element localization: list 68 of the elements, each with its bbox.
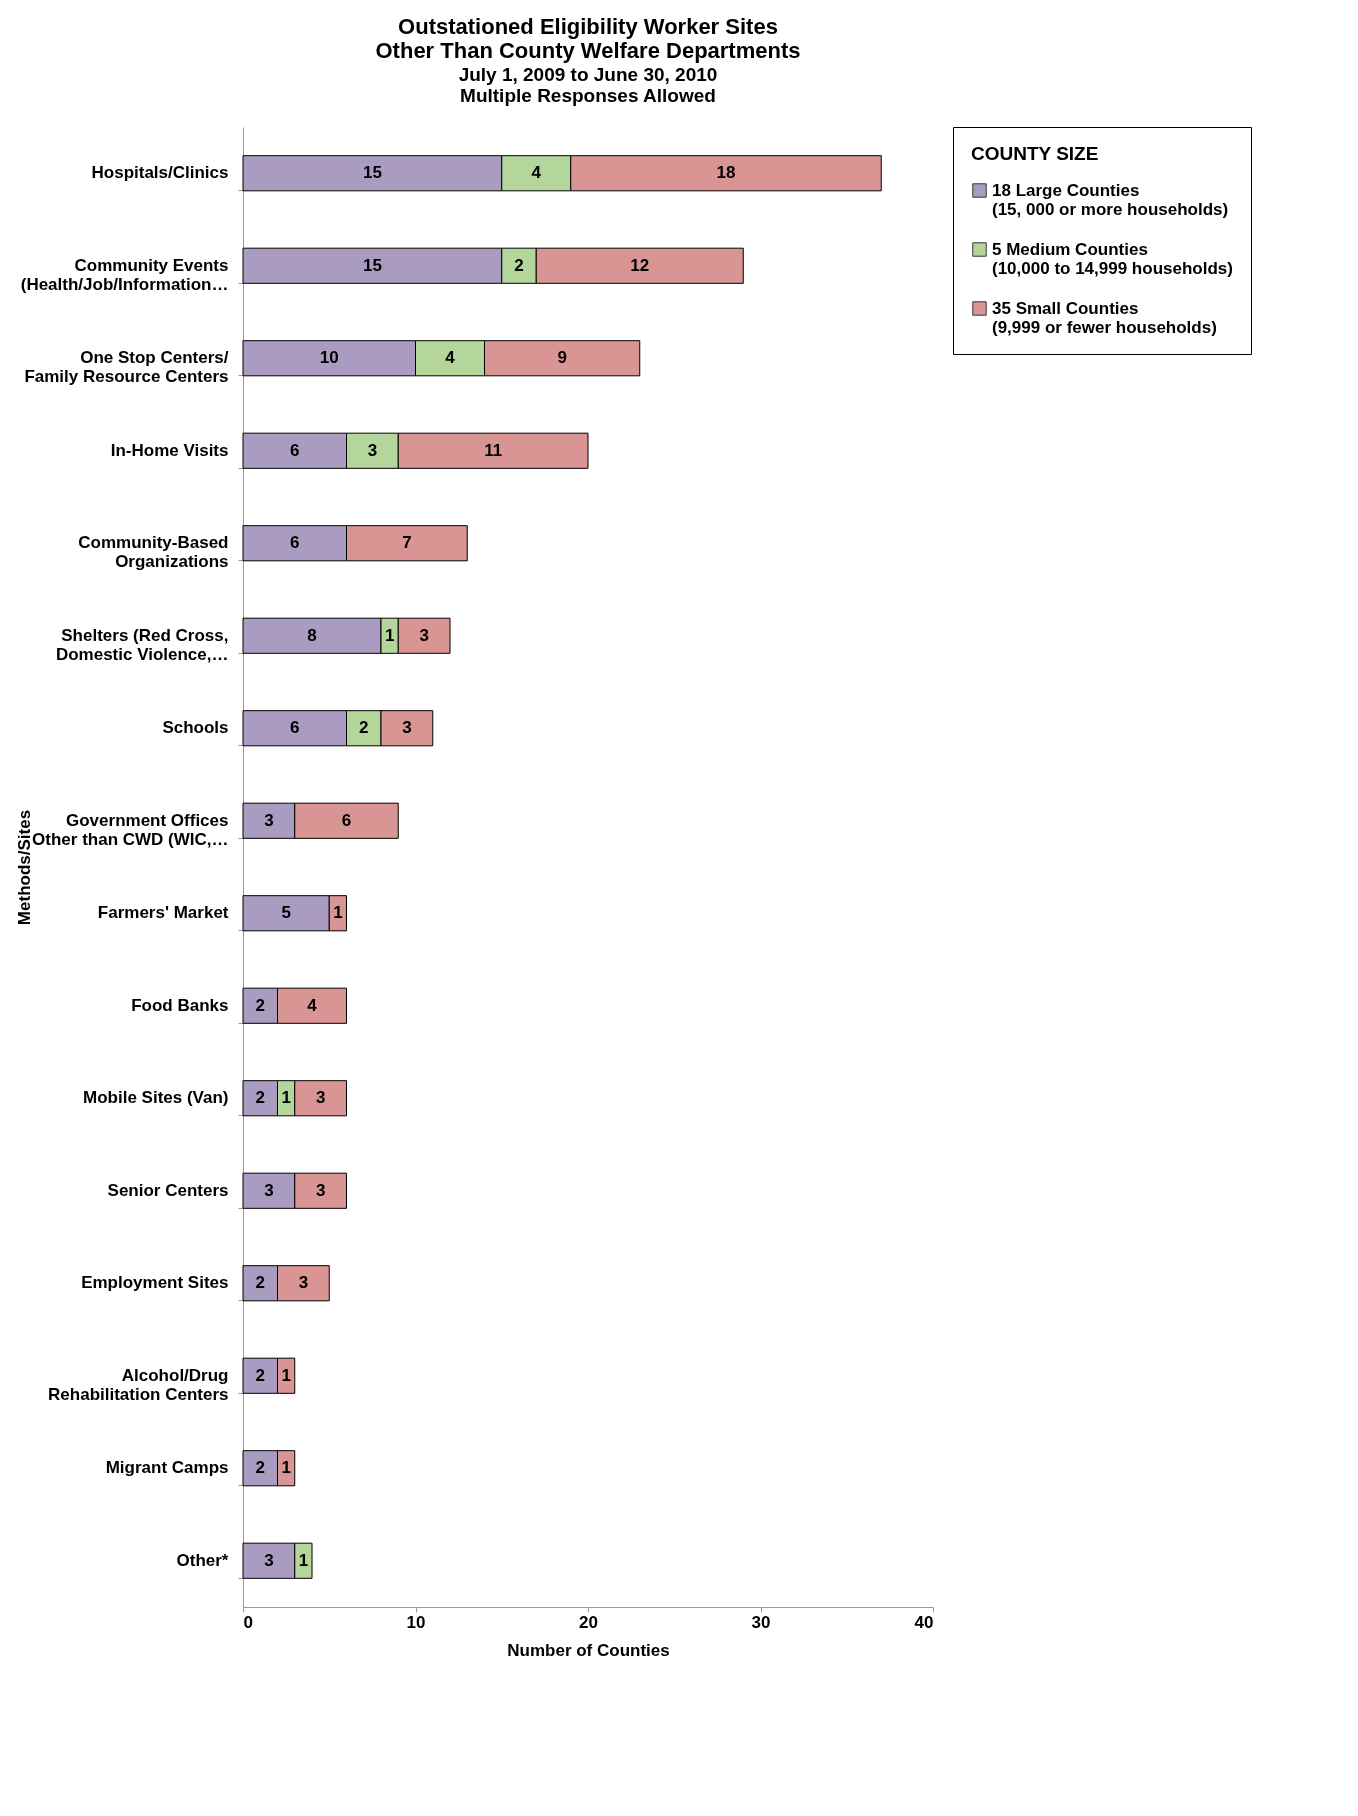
x-tick-label: 20 — [579, 1612, 598, 1632]
data-label: 11 — [484, 440, 503, 460]
data-label: 3 — [367, 440, 378, 460]
chart-subtitle: July 1, 2009 to June 30, 2010 — [458, 63, 718, 85]
data-label: 6 — [341, 810, 352, 830]
y-tick-label: Mobile Sites (Van) — [83, 1088, 229, 1108]
data-label: 5 — [281, 903, 291, 923]
data-label: 3 — [315, 1088, 326, 1108]
x-tick-label: 40 — [914, 1612, 934, 1632]
y-tick-label: Shelters (Red Cross, Domestic Violence,… — [55, 625, 229, 664]
data-label: 3 — [264, 1180, 274, 1200]
y-tick-label: Farmers' Market — [97, 903, 229, 923]
y-tick-label: Other* — [176, 1550, 229, 1570]
data-label: 3 — [419, 625, 429, 645]
legend-label: 5 Medium Counties (10,000 to 14,999 households) — [992, 239, 1233, 278]
x-axis-title: Number of Counties — [507, 1640, 670, 1660]
y-tick-label: Senior Centers — [107, 1180, 229, 1200]
text: Multiple Responses Allowed — [460, 84, 716, 106]
y-tick-label: One Stop Centers/ Family Resource Centers — [24, 348, 229, 387]
data-label: 4 — [445, 348, 456, 368]
data-label: 1 — [298, 1550, 309, 1570]
y-tick-label: Schools — [162, 718, 229, 738]
y-tick-label: Alcohol/Drug Rehabilitation Centers — [48, 1365, 229, 1404]
data-label: 2 — [255, 1273, 265, 1293]
data-label: 12 — [630, 255, 650, 275]
data-label: 2 — [359, 718, 369, 738]
legend-label: 35 Small Counties (9,999 or fewer households) — [992, 298, 1217, 337]
data-label: 1 — [281, 1088, 291, 1108]
data-label: 18 — [716, 163, 736, 183]
data-label: 6 — [290, 533, 300, 553]
data-label: 1 — [281, 1365, 291, 1385]
data-label: 8 — [307, 625, 317, 645]
x-tick-label: 30 — [751, 1612, 771, 1632]
data-label: 3 — [402, 718, 412, 738]
data-label: 3 — [264, 1550, 274, 1570]
data-label: 7 — [402, 533, 412, 553]
data-label: 3 — [264, 810, 274, 830]
data-label: 6 — [290, 718, 300, 738]
y-tick-label: Community-Based Organizations — [78, 533, 229, 572]
data-label: 15 — [362, 163, 382, 183]
data-label: 2 — [255, 995, 265, 1015]
y-tick-label: Hospitals/Clinics — [91, 163, 229, 183]
y-tick-label: Community Events (Health/Job/Information… — [20, 255, 229, 294]
data-label: 3 — [315, 1180, 326, 1200]
data-label: 1 — [384, 625, 395, 645]
chart-title: Outstationed Eligibility Worker Sites Other Than County Welfare Departments — [375, 13, 801, 63]
data-label: 6 — [290, 440, 300, 460]
data-label: 1 — [281, 1458, 291, 1478]
legend-label: 18 Large Counties (15, 000 or more households) — [992, 180, 1229, 219]
data-label: 1 — [333, 903, 343, 923]
y-tick-label: Government Offices Other than CWD (WIC,… — [32, 810, 229, 849]
data-label: 2 — [255, 1458, 265, 1478]
y-tick-label: Migrant Camps — [105, 1458, 229, 1478]
data-label: 9 — [557, 348, 567, 368]
y-tick-label: Food Banks — [131, 995, 229, 1015]
data-label: 2 — [514, 255, 524, 275]
y-tick-label: In-Home Visits — [110, 440, 229, 460]
x-tick-label: 0 — [243, 1612, 253, 1632]
y-tick-label: Employment Sites — [81, 1273, 229, 1293]
legend-title: COUNTY SIZE — [971, 143, 1099, 164]
data-label: 15 — [362, 255, 382, 275]
data-label: 4 — [307, 995, 318, 1015]
data-label: 4 — [531, 163, 542, 183]
data-label: 2 — [255, 1365, 265, 1385]
x-tick-label: 10 — [406, 1612, 426, 1632]
data-label: 3 — [298, 1273, 309, 1293]
data-label: 10 — [319, 348, 339, 368]
data-label: 2 — [255, 1088, 265, 1108]
